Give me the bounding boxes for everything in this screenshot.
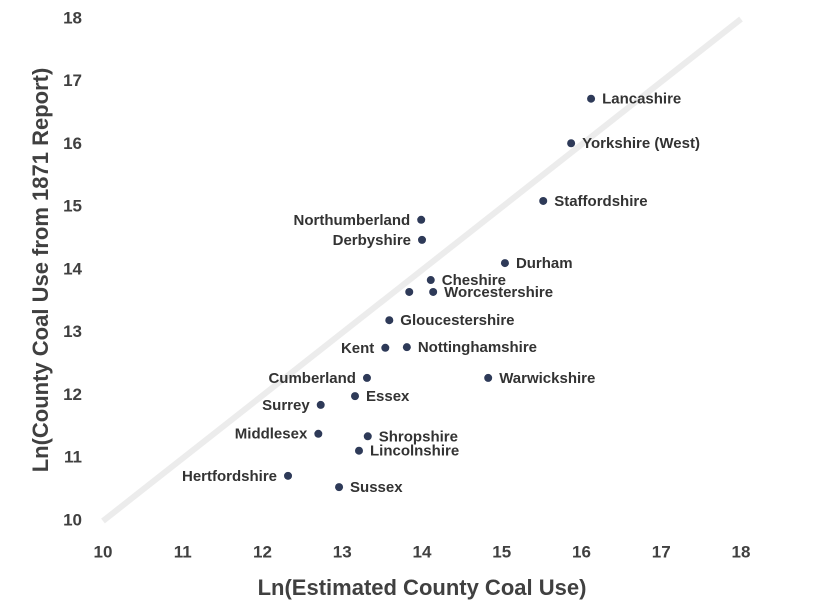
y-tick-label: 16 bbox=[63, 134, 82, 153]
y-tick-label: 17 bbox=[63, 71, 82, 90]
point bbox=[417, 215, 426, 224]
point-label: Northumberland bbox=[294, 212, 411, 229]
point bbox=[418, 235, 426, 244]
point-label: Derbyshire bbox=[333, 232, 411, 249]
point-label: Yorkshire (West) bbox=[582, 135, 700, 152]
point bbox=[429, 287, 438, 296]
point-label: Warwickshire bbox=[499, 370, 595, 387]
point bbox=[381, 343, 390, 352]
point-label: Shropshire bbox=[379, 428, 458, 445]
point-label: Nottinghamshire bbox=[418, 339, 537, 356]
point-label: Staffordshire bbox=[554, 193, 647, 210]
x-tick-label: 12 bbox=[253, 542, 272, 561]
point-label: Cheshire bbox=[442, 272, 506, 289]
point bbox=[363, 432, 372, 441]
x-tick-label: 18 bbox=[732, 542, 751, 561]
point-label: Gloucestershire bbox=[400, 312, 514, 329]
point bbox=[426, 276, 435, 285]
y-axis-label: Ln(County Coal Use from 1871 Report) bbox=[28, 68, 53, 473]
point-label: Kent bbox=[341, 340, 374, 357]
point bbox=[354, 446, 363, 455]
point bbox=[484, 373, 493, 382]
reference-line bbox=[101, 16, 743, 524]
x-tick-label: 14 bbox=[413, 542, 432, 561]
point bbox=[351, 392, 360, 401]
x-tick-label: 11 bbox=[174, 542, 192, 561]
point bbox=[567, 139, 576, 148]
point-label: Essex bbox=[366, 388, 410, 405]
x-tick-label: 17 bbox=[652, 542, 671, 561]
point bbox=[500, 259, 509, 268]
y-tick-label: 11 bbox=[64, 448, 82, 467]
point-label: Hertfordshire bbox=[182, 468, 277, 485]
x-tick-label: 15 bbox=[492, 542, 511, 561]
point-label: Surrey bbox=[262, 397, 310, 414]
point-label: Worcestershire bbox=[444, 284, 553, 301]
point bbox=[405, 287, 414, 296]
point bbox=[402, 343, 411, 352]
y-tick-label: 13 bbox=[63, 322, 82, 341]
point-label: Middlesex bbox=[235, 426, 308, 443]
point bbox=[314, 429, 323, 438]
point-label: Sussex bbox=[350, 479, 403, 496]
x-axis-label: Ln(Estimated County Coal Use) bbox=[258, 575, 587, 600]
point bbox=[335, 483, 344, 492]
point bbox=[316, 400, 325, 409]
point-label: Durham bbox=[516, 255, 573, 272]
point bbox=[539, 196, 548, 205]
y-tick-label: 10 bbox=[63, 510, 82, 529]
y-tick-label: 15 bbox=[63, 197, 82, 216]
y-tick-label: 12 bbox=[63, 385, 82, 404]
point bbox=[587, 94, 596, 103]
x-tick-label: 10 bbox=[94, 542, 113, 561]
point bbox=[362, 373, 371, 382]
point-label: Cumberland bbox=[268, 370, 356, 387]
y-tick-label: 14 bbox=[63, 259, 82, 278]
point-label: Lincolnshire bbox=[370, 443, 459, 460]
point bbox=[284, 471, 293, 480]
x-tick-label: 16 bbox=[572, 542, 591, 561]
y-tick-label: 18 bbox=[63, 8, 82, 27]
x-tick-label: 13 bbox=[333, 542, 352, 561]
point bbox=[385, 316, 394, 325]
point-label: Lancashire bbox=[602, 91, 681, 108]
